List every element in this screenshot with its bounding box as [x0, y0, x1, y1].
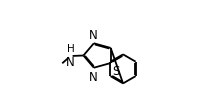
Text: N: N	[89, 70, 98, 83]
Text: H: H	[67, 44, 74, 54]
Text: S: S	[113, 65, 120, 78]
Text: N: N	[66, 56, 75, 69]
Text: N: N	[89, 29, 98, 42]
